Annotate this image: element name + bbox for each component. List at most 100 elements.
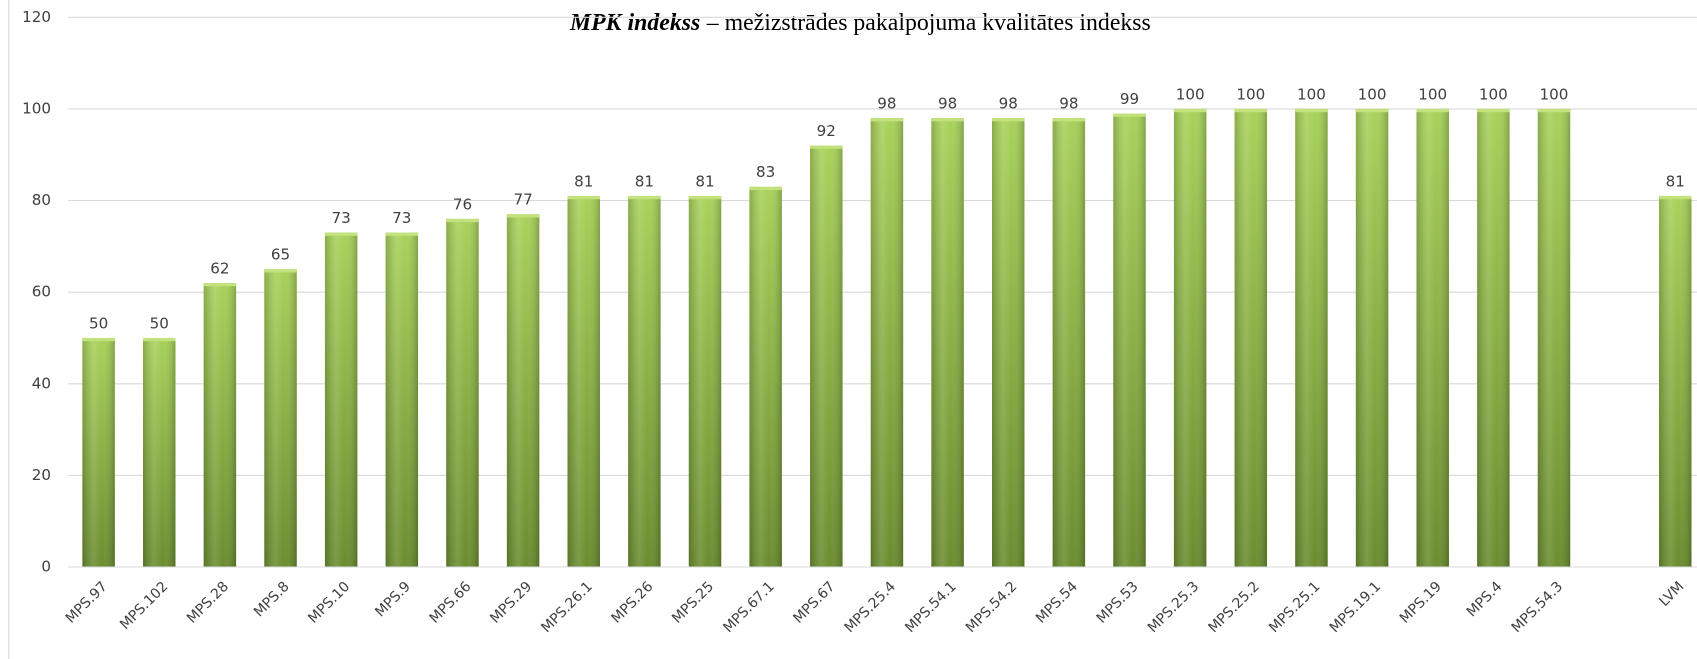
value-label: 100 [1418,85,1447,103]
x-tick-label: MPS.102 [117,579,171,633]
bar [264,269,297,568]
bar [1355,108,1389,568]
bar-cap [1537,108,1571,113]
bar-cap [446,218,479,223]
bar-cap [810,145,843,149]
value-label: 100 [1176,85,1205,103]
value-label: 100 [1540,85,1569,103]
value-label: 73 [332,209,351,227]
x-tick-label: MPS.25.4 [842,579,899,636]
bar-cap [1416,108,1449,113]
bar [1659,195,1692,568]
bar-shade [1295,108,1328,568]
bar-shade [506,214,540,568]
bar [749,186,782,568]
bar-shade [1355,108,1389,568]
bar [1295,108,1328,568]
title-emphasis: MPK indekss [569,10,700,36]
x-tick-label: MPS.66 [427,579,475,627]
bar-cap [1113,113,1146,117]
bar [1416,108,1449,568]
x-tick-label: MPS.9 [372,579,414,621]
bar-cap [1355,108,1389,113]
bar-cap [324,232,358,236]
bar-shade [143,337,176,568]
bar [870,118,904,568]
value-label: 50 [89,314,108,332]
x-tick-label: MPS.25.3 [1145,579,1202,636]
bar-shade [1113,113,1146,568]
x-tick-label: MPS.19.1 [1327,579,1384,636]
y-tick-label: 20 [32,466,51,484]
x-tick-label: MPS.10 [305,579,353,627]
bar-shade [324,232,358,568]
value-label: 98 [999,95,1018,113]
bar-cap [931,118,964,122]
bar-shade [1234,108,1268,568]
value-label: 77 [513,191,532,209]
value-label: 73 [392,209,411,227]
bar-cap [1295,108,1328,113]
value-label: 62 [210,259,229,277]
bar [203,283,237,568]
bar-shade [82,337,115,568]
bar-cap [203,283,237,287]
bar-shade [749,186,782,568]
y-tick-label: 0 [41,558,51,576]
value-label: 81 [635,172,654,190]
bar [82,337,115,568]
x-tick-label: MPS.26.1 [538,579,595,636]
bar-shade [203,283,237,568]
x-tick-label: MPS.67 [790,579,838,627]
value-label: 76 [453,195,472,213]
bar-cap [1659,195,1692,200]
bar [506,214,540,568]
bar [1052,118,1086,568]
bar-cap [264,269,297,273]
value-label: 81 [695,172,714,190]
value-label: 99 [1120,90,1139,108]
bar [1173,108,1207,568]
x-tick-label: LVM [1656,579,1687,610]
x-tick-label: MPS.53 [1094,579,1142,627]
x-tick-label: MPS.25 [669,579,717,627]
x-tick-label: MPS.25.1 [1266,579,1323,636]
x-tick-label: MPS.54.3 [1509,579,1566,636]
value-label: 81 [574,172,593,190]
bar [1537,108,1571,568]
x-tick-label: MPS.26 [609,579,657,627]
x-tick-label: MPS.97 [63,579,111,627]
bar-shade [931,118,964,568]
bar-cap [870,118,904,122]
bar-shade [1052,118,1086,568]
bar-cap [991,118,1025,122]
x-tick-label: MPS.4 [1464,579,1506,621]
value-label: 50 [150,314,169,332]
bar [810,145,843,568]
bar-shade [1173,108,1207,568]
bar [446,218,479,568]
title-rest: – mežizstrādes pakalpojuma kvalitātes in… [706,10,1151,36]
bar-cap [1477,108,1510,113]
bar-shade [870,118,904,568]
bar [1234,108,1268,568]
bar-shade [1537,108,1571,568]
bar-cap [749,186,782,191]
x-tick-label: MPS.54.1 [902,579,959,636]
bar-cap [1173,108,1207,113]
bar [324,232,358,568]
x-tick-label: MPS.8 [251,579,293,621]
bar-cap [143,337,176,342]
y-tick-label: 40 [32,374,51,392]
bar-shade [1659,195,1692,568]
bar-shade [628,195,661,568]
bar-cap [628,195,661,200]
value-label: 100 [1236,85,1265,103]
bar [385,232,419,568]
bar-cap [1052,118,1086,122]
x-tick-label: MPS.67.1 [720,579,777,636]
bar [567,195,600,568]
x-tick-label: MPS.28 [184,579,232,627]
value-label: 81 [1666,172,1685,190]
